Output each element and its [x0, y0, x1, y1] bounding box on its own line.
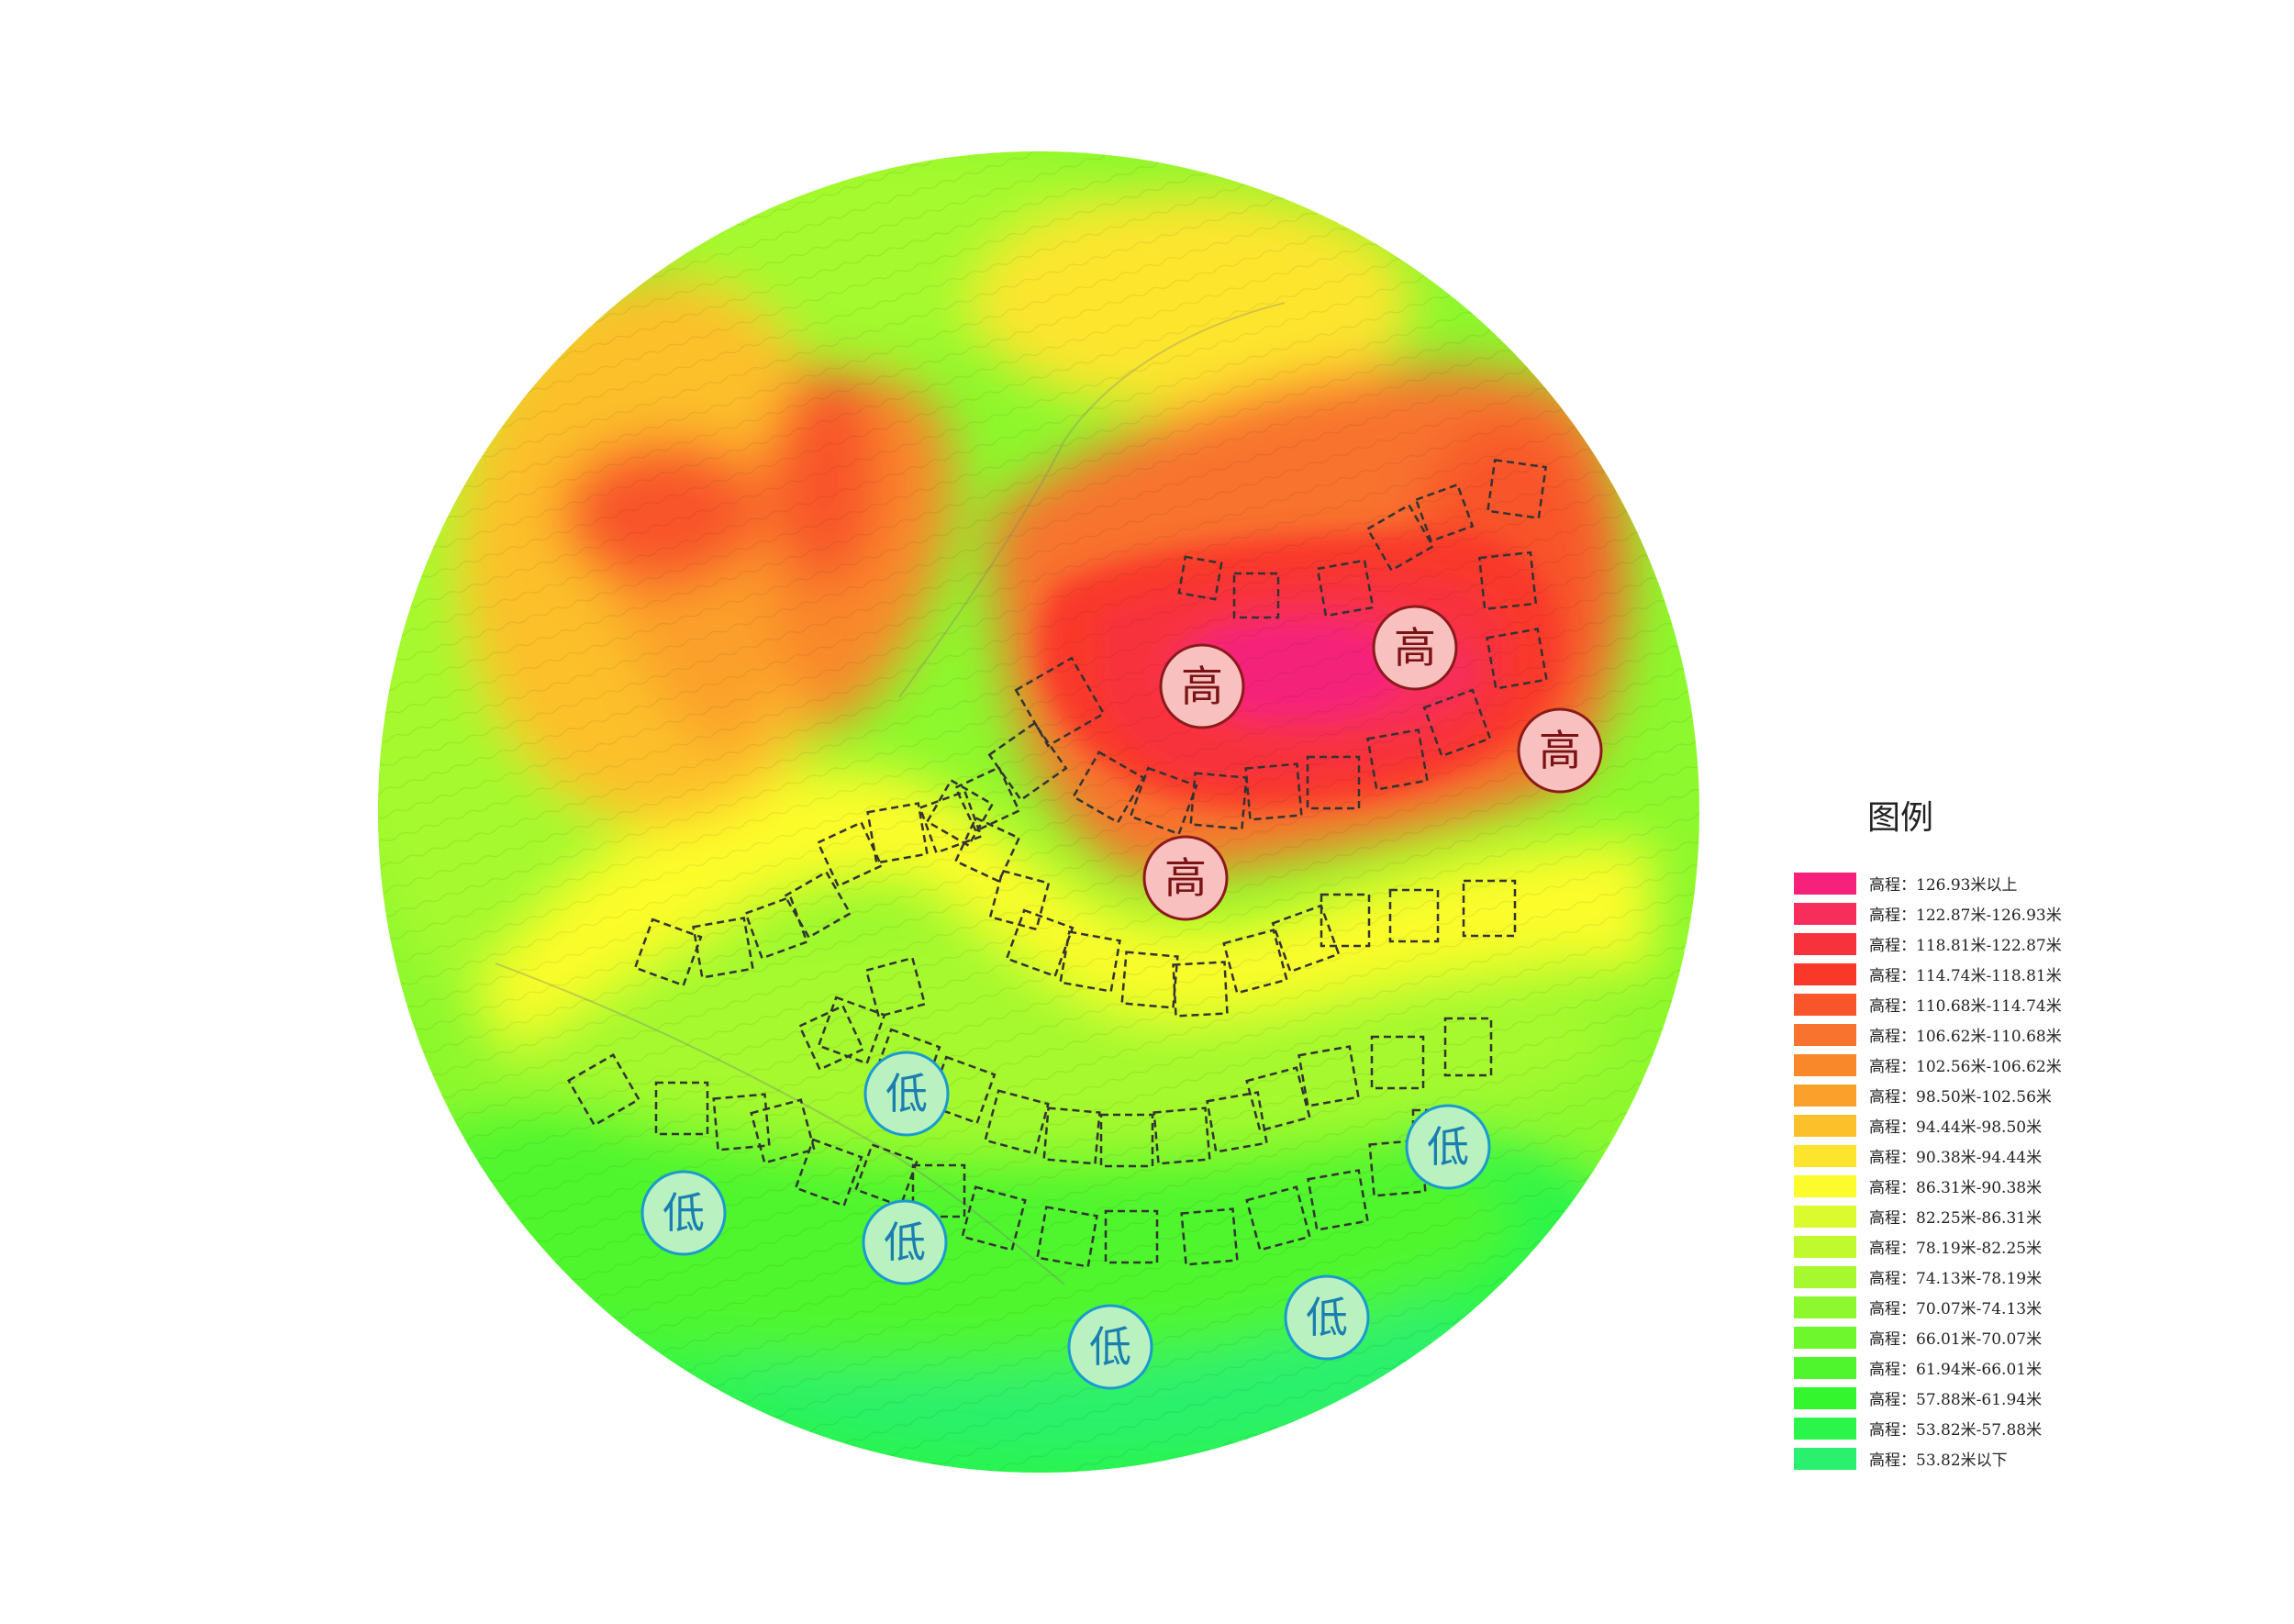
low-marker: 低 — [1284, 1274, 1370, 1361]
legend-swatch — [1794, 872, 1856, 895]
legend-label: 高程：70.07米-74.13米 — [1869, 1300, 2043, 1318]
legend-swatch — [1794, 1084, 1856, 1107]
legend-item: 高程：82.25米-86.31米 — [1794, 1201, 2179, 1231]
legend-label: 高程：57.88米-61.94米 — [1869, 1391, 2043, 1409]
legend-label: 高程：53.82米-57.88米 — [1869, 1421, 2043, 1440]
legend-label: 高程：106.62米-110.68米 — [1869, 1028, 2062, 1046]
legend-item: 高程：57.88米-61.94米 — [1794, 1383, 2179, 1413]
legend-swatch — [1794, 1265, 1856, 1288]
legend-label: 高程：98.50米-102.56米 — [1869, 1088, 2052, 1107]
legend-label: 高程：122.87米-126.93米 — [1869, 907, 2062, 925]
legend-swatch — [1794, 1447, 1856, 1470]
legend-item: 高程：114.74米-118.81米 — [1794, 959, 2179, 989]
legend-swatch — [1794, 1417, 1856, 1440]
legend-label: 高程：94.44米-98.50米 — [1869, 1118, 2043, 1137]
svg-text:高: 高 — [1539, 726, 1581, 775]
legend-swatch — [1794, 902, 1856, 925]
high-marker: 高 — [1142, 835, 1229, 921]
legend-label: 高程：53.82米以下 — [1869, 1452, 2008, 1470]
terrain-map — [378, 151, 1699, 1473]
low-marker: 低 — [1067, 1304, 1153, 1390]
svg-text:低: 低 — [1306, 1293, 1348, 1342]
legend-item: 高程：74.13米-78.19米 — [1794, 1262, 2179, 1292]
legend-item: 高程：53.82米以下 — [1794, 1443, 2179, 1474]
legend-item: 高程：86.31米-90.38米 — [1794, 1171, 2179, 1201]
legend-item: 高程：122.87米-126.93米 — [1794, 898, 2179, 929]
svg-text:低: 低 — [1089, 1322, 1131, 1372]
legend-label: 高程：114.74米-118.81米 — [1869, 967, 2062, 985]
legend-label: 高程：126.93米以上 — [1869, 876, 2018, 895]
legend-label: 高程：66.01米-70.07米 — [1869, 1330, 2043, 1349]
low-marker: 低 — [862, 1199, 948, 1285]
legend-item: 高程：102.56米-106.62米 — [1794, 1050, 2179, 1080]
legend-swatch — [1794, 1386, 1856, 1409]
legend-label: 高程：118.81米-122.87米 — [1869, 937, 2062, 955]
high-marker: 高 — [1372, 605, 1458, 691]
legend-label: 高程：78.19米-82.25米 — [1869, 1240, 2043, 1258]
legend-item: 高程：78.19米-82.25米 — [1794, 1231, 2179, 1262]
legend-swatch — [1794, 1205, 1856, 1228]
legend-swatch — [1794, 1144, 1856, 1167]
svg-text:高: 高 — [1394, 623, 1436, 673]
svg-text:低: 低 — [885, 1069, 928, 1118]
legend-swatch — [1794, 1235, 1856, 1258]
legend-item: 高程：126.93米以上 — [1794, 868, 2179, 898]
legend-swatch — [1794, 962, 1856, 985]
legend-label: 高程：86.31米-90.38米 — [1869, 1179, 2043, 1197]
legend-swatch — [1794, 993, 1856, 1016]
legend-item: 高程：61.94米-66.01米 — [1794, 1352, 2179, 1383]
legend-title: 图例 — [1867, 799, 1934, 837]
legend-swatch — [1794, 1023, 1856, 1046]
legend-label: 高程：82.25米-86.31米 — [1869, 1209, 2043, 1228]
svg-text:低: 低 — [1427, 1122, 1469, 1172]
legend-label: 高程：74.13米-78.19米 — [1869, 1270, 2043, 1288]
legend-swatch — [1794, 1174, 1856, 1197]
legend-label: 高程：110.68米-114.74米 — [1869, 997, 2062, 1016]
legend: 图例 高程：126.93米以上高程：122.87米-126.93米 高程：118.… — [1794, 796, 2179, 1474]
legend-item: 高程：98.50米-102.56米 — [1794, 1080, 2179, 1110]
legend-swatch — [1794, 1326, 1856, 1349]
svg-text:低: 低 — [663, 1188, 705, 1238]
legend-swatch — [1794, 932, 1856, 955]
low-marker: 低 — [1405, 1104, 1491, 1190]
legend-item: 高程：53.82米-57.88米 — [1794, 1413, 2179, 1443]
high-marker: 高 — [1159, 643, 1245, 729]
legend-swatch — [1794, 1356, 1856, 1379]
legend-item: 高程：94.44米-98.50米 — [1794, 1110, 2179, 1140]
legend-label: 高程：102.56米-106.62米 — [1869, 1058, 2062, 1076]
svg-text:高: 高 — [1164, 853, 1207, 903]
legend-item: 高程：118.81米-122.87米 — [1794, 929, 2179, 959]
legend-item: 高程：110.68米-114.74米 — [1794, 989, 2179, 1019]
low-marker: 低 — [863, 1051, 950, 1137]
svg-text:高: 高 — [1181, 662, 1223, 711]
low-marker: 低 — [640, 1170, 727, 1256]
legend-item: 高程：90.38米-94.44米 — [1794, 1140, 2179, 1171]
legend-item: 高程：106.62米-110.68米 — [1794, 1019, 2179, 1050]
legend-label: 高程：90.38米-94.44米 — [1869, 1149, 2043, 1167]
legend-swatch — [1794, 1296, 1856, 1318]
high-marker: 高 — [1517, 707, 1603, 794]
legend-swatch — [1794, 1053, 1856, 1076]
legend-item: 高程：66.01米-70.07米 — [1794, 1322, 2179, 1352]
legend-label: 高程：61.94米-66.01米 — [1869, 1361, 2043, 1379]
legend-swatch — [1794, 1114, 1856, 1137]
legend-item: 高程：70.07米-74.13米 — [1794, 1292, 2179, 1322]
legend-items: 高程：126.93米以上高程：122.87米-126.93米 高程：118.81米… — [1794, 868, 2179, 1474]
svg-text:低: 低 — [884, 1218, 926, 1267]
